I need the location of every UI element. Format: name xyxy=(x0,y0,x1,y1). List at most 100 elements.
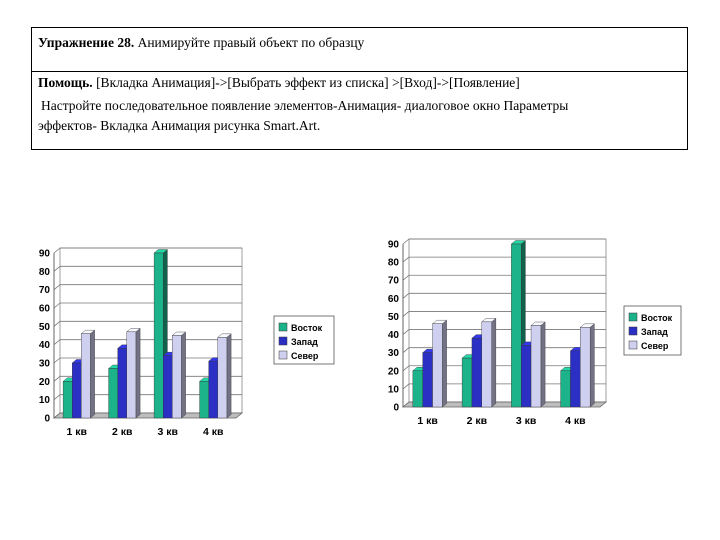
exercise-title-row: Упражнение 28. Анимируйте правый объект … xyxy=(32,28,687,72)
bar-zapad xyxy=(422,352,433,408)
bar-side xyxy=(442,319,447,408)
gridline-side xyxy=(53,376,61,382)
bar-side xyxy=(540,321,546,408)
legend-swatch xyxy=(278,350,288,360)
y-tick-label: 40 xyxy=(39,340,51,351)
bar-vostok xyxy=(412,370,423,408)
exercise-title-bold: Упражнение 28. xyxy=(38,35,135,50)
bar-zapad xyxy=(71,362,82,419)
gridline-side xyxy=(53,357,61,364)
bar-side xyxy=(226,333,232,419)
bar-vostok xyxy=(62,381,73,419)
gridline-side xyxy=(402,347,410,353)
y-tick-label: 80 xyxy=(388,258,400,269)
y-tick-label: 90 xyxy=(388,240,400,251)
gridline-side xyxy=(53,247,61,254)
y-tick-label: 0 xyxy=(44,414,50,425)
help-line-1-text: [Вкладка Анимация]->[Выбрать эффект из с… xyxy=(92,75,520,90)
legend-swatch xyxy=(278,336,288,346)
help-line-2: Настройте последовательное появление эле… xyxy=(41,98,569,113)
legend-label: Восток xyxy=(291,323,323,333)
y-tick-label: 90 xyxy=(39,249,51,260)
legend-label: Север xyxy=(291,351,319,361)
help-label: Помощь. xyxy=(38,75,93,90)
y-tick-label: 20 xyxy=(39,377,51,388)
bar-sever xyxy=(217,337,228,419)
bar-zapad xyxy=(570,350,581,408)
y-tick-label: 40 xyxy=(388,330,400,341)
legend-swatch xyxy=(278,322,288,332)
bar-vostok xyxy=(511,243,522,408)
bar-zapad xyxy=(471,337,483,408)
bar-vostok xyxy=(153,252,164,419)
bar-sever xyxy=(172,335,182,419)
bar-side xyxy=(491,317,497,408)
help-line-1: Помощь. [Вкладка Анимация]->[Выбрать эфф… xyxy=(38,75,520,91)
bar-vostok xyxy=(108,368,118,419)
gridline-side xyxy=(402,293,410,299)
bar-sever xyxy=(580,327,591,408)
gridline-side xyxy=(402,311,410,317)
gridline-side xyxy=(402,274,410,281)
legend-label: Запад xyxy=(291,337,318,347)
gridline-side xyxy=(402,365,410,372)
bar-zapad xyxy=(162,355,173,419)
bar-zapad xyxy=(521,345,532,408)
x-tick-label: 3 кв xyxy=(158,426,179,438)
y-tick-label: 30 xyxy=(388,348,400,359)
bar-zapad xyxy=(208,360,218,419)
y-tick-label: 50 xyxy=(388,312,400,323)
x-tick-label: 4 кв xyxy=(565,415,586,427)
y-tick-label: 30 xyxy=(39,359,51,370)
bar-side xyxy=(90,329,95,419)
gridline-side xyxy=(53,339,61,345)
bar-side xyxy=(589,323,595,408)
y-tick-label: 20 xyxy=(388,366,400,377)
bar-sever xyxy=(81,333,91,419)
exercise-title-text: Анимируйте правый объект по образцу xyxy=(134,35,365,50)
y-tick-label: 50 xyxy=(39,322,51,333)
gridline-side xyxy=(402,383,410,390)
exercise-title: Упражнение 28. Анимируйте правый объект … xyxy=(38,35,364,51)
legend-swatch xyxy=(628,340,638,350)
legend-label: Север xyxy=(641,341,669,351)
legend-label: Восток xyxy=(641,313,673,323)
bar-vostok xyxy=(461,357,473,408)
gridline-side xyxy=(402,238,410,245)
bar-vostok xyxy=(199,381,209,419)
x-tick-label: 2 кв xyxy=(112,426,133,438)
gridline-side xyxy=(53,266,61,272)
gridline-side xyxy=(53,302,61,309)
bar-side xyxy=(135,327,141,419)
x-tick-label: 1 кв xyxy=(67,426,88,438)
bar-side xyxy=(181,331,186,419)
x-tick-label: 2 кв xyxy=(467,415,488,427)
legend-label: Запад xyxy=(641,327,668,337)
y-tick-label: 60 xyxy=(388,294,400,305)
chart-left[interactable]: 0 10 20 30 40 50 60 70 80 90 1 кв 2 кв 3 кв 4 кв Восто… xyxy=(39,247,335,438)
y-tick-label: 60 xyxy=(39,304,51,315)
gridline-side xyxy=(402,329,410,335)
gridline-side xyxy=(53,284,61,290)
x-tick-label: 3 кв xyxy=(516,415,537,427)
gridline-side xyxy=(53,321,61,327)
chart-right[interactable]: 0 10 20 30 40 50 60 70 80 90 1 кв 2 кв 3 кв 4 кв Восто… xyxy=(388,238,682,427)
y-tick-label: 80 xyxy=(39,267,51,278)
legend-swatch xyxy=(628,312,638,322)
bar-sever xyxy=(481,321,492,408)
help-line-3: эффектов- Вкладка Анимация рисунка Smart… xyxy=(38,118,321,133)
x-tick-label: 4 кв xyxy=(203,426,224,438)
y-tick-label: 70 xyxy=(39,285,51,296)
y-tick-label: 10 xyxy=(388,384,400,395)
gridline-side xyxy=(402,256,410,263)
y-tick-label: 70 xyxy=(388,276,400,287)
bar-vostok xyxy=(560,370,571,408)
x-tick-label: 1 кв xyxy=(417,415,438,427)
gridline-side xyxy=(53,394,61,400)
bar-zapad xyxy=(117,348,127,419)
legend-swatch xyxy=(628,326,638,336)
y-tick-label: 10 xyxy=(39,395,51,406)
bar-sever xyxy=(432,323,443,408)
bar-sever xyxy=(126,331,137,419)
